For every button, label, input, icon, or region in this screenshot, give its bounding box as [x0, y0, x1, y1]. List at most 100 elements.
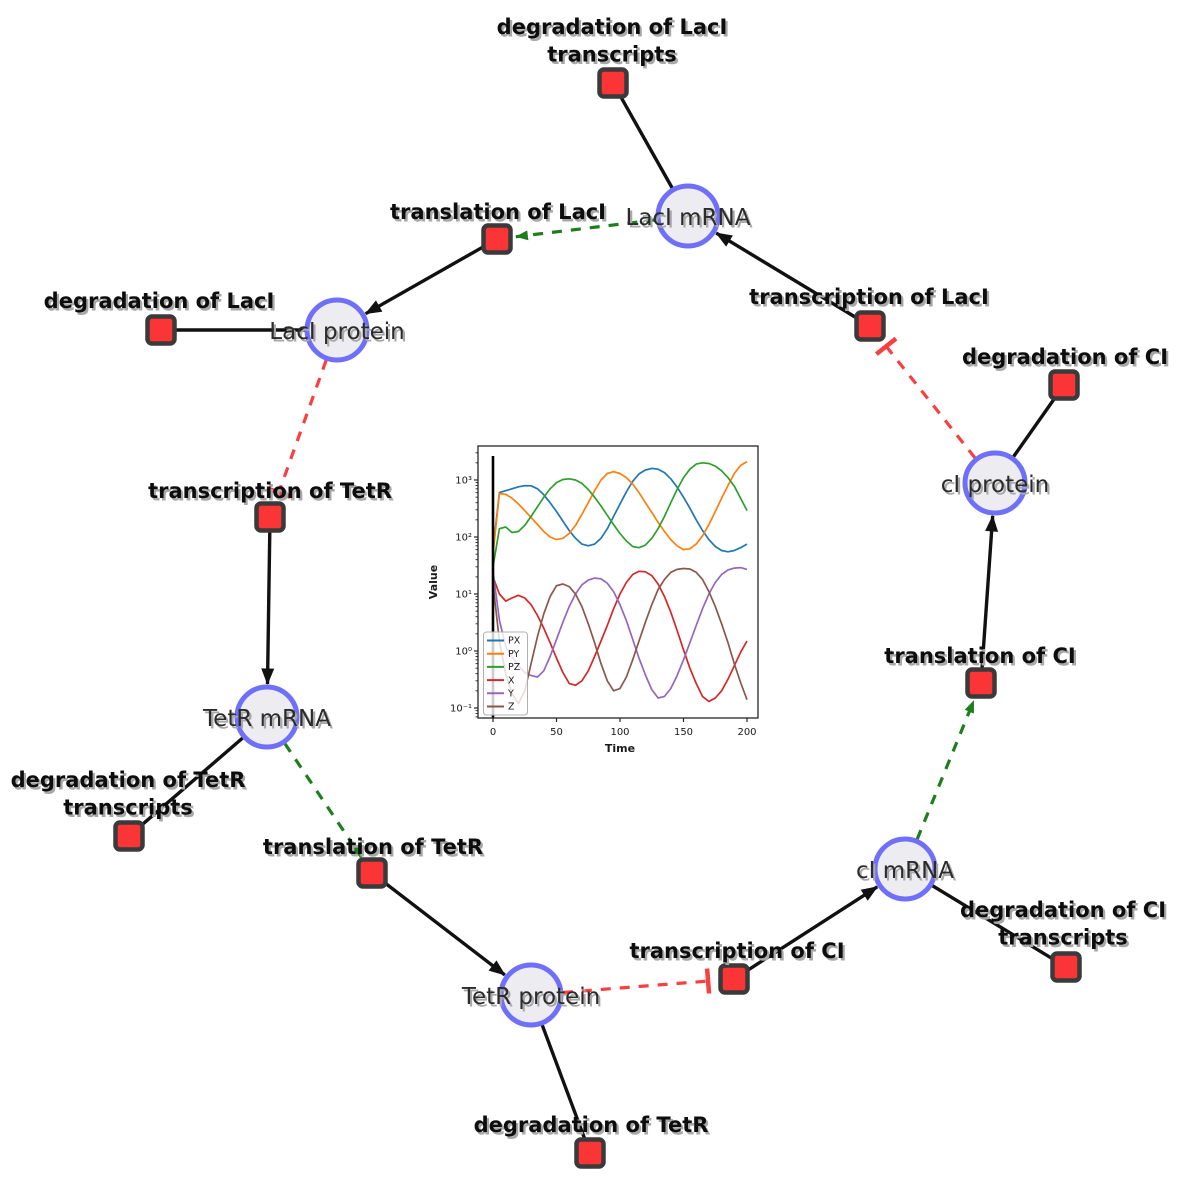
species-label-ci_mrna: cI mRNA — [856, 858, 954, 884]
chart-legend: PX PY PZ XYZ — [483, 631, 528, 716]
chart-xtick-label-1: 50 — [550, 727, 563, 738]
species-label-laci_mrna: LacI mRNA — [626, 205, 751, 231]
reaction-label-deg_ci_tx-line0: degradation of CI — [960, 898, 1166, 922]
reaction-label-deg_laci_tx-line0: degradation of LacI — [497, 15, 728, 39]
reaction-label-txn_ci-line0-shadow: transcription of CI — [632, 941, 847, 965]
reaction-node-deg_ci — [1048, 369, 1080, 401]
chart-legend-label-PX: PX — [508, 636, 521, 647]
chart-ytick-label-2: 10¹ — [455, 590, 472, 601]
species-label-tetr_protein-shadow: TetR protein — [463, 986, 602, 1012]
reaction-label-txn_tetr-line0-shadow: transcription of TetR — [150, 481, 394, 505]
reaction-label-deg_ci-line0-shadow: degradation of CI — [964, 347, 1170, 371]
species-label-ci_protein-shadow: cI protein — [943, 474, 1052, 500]
species-label-laci_protein-shadow: LacI protein — [271, 321, 406, 347]
reaction-label-txn_ci-line0: transcription of CI — [629, 939, 844, 963]
species-node-laci_protein — [304, 297, 370, 363]
reaction-node-transl_laci — [481, 223, 513, 255]
edge-reactant-tetr_protein-to-deg_tetr — [540, 1023, 587, 1140]
edges-layer — [139, 95, 1057, 1140]
edge-reactant-ci_mrna-to-deg_ci_tx — [930, 883, 1055, 961]
labels-layer: degradation of LacI degradation of LacI tr… — [11, 15, 1171, 1139]
edge-inhibition-laci_protein-to-txn_tetr — [266, 359, 328, 499]
reaction-label-txn_laci-line0-shadow: transcription of LacI — [751, 287, 991, 311]
edge-product-txn_laci-to-laci_mrna — [715, 231, 859, 320]
reaction-label-txn_tetr-line0: transcription of TetR — [148, 479, 392, 503]
inset-timecourse-chart: 0 50 100 150 20010⁻¹10⁰10¹10²10³TimeValuePXP… — [427, 445, 759, 755]
reaction-node-deg_tetr_tx — [113, 820, 145, 852]
species-label-tetr_mrna-shadow: TetR mRNA — [204, 708, 333, 734]
species-node-tetr_mrna — [234, 684, 300, 750]
edge-product-txn_ci-to-ci_mrna — [745, 885, 879, 973]
chart-ytick-label-3: 10² — [455, 533, 472, 544]
reaction-label-transl_tetr-line0-shadow: translation of TetR — [265, 837, 485, 861]
reaction-label-transl_ci-line0: translation of CI — [884, 644, 1075, 668]
chart-xtick-label-4: 200 — [737, 727, 756, 738]
chart-legend-label-Z: Z — [508, 702, 515, 713]
chart-ytick-label-4: 10³ — [455, 476, 472, 487]
edge-product-txn_tetr-to-tetr_mrna — [261, 531, 275, 686]
chart-ytick-label-0: 10⁻¹ — [450, 704, 472, 715]
reaction-label-deg_tetr-line0: degradation of TetR — [474, 1113, 709, 1137]
edge-activation-ci_mrna-to-transl_ci — [915, 699, 976, 840]
species-node-ci_protein — [962, 450, 1028, 516]
reaction-label-transl_laci-line0-shadow: translation of LacI — [392, 202, 608, 226]
edge-activation-laci_mrna-to-transl_laci — [515, 218, 657, 241]
species-node-laci_mrna — [655, 183, 721, 249]
edge-product-transl_laci-to-laci_protein — [364, 244, 485, 316]
reaction-label-deg_ci_tx-line0-shadow: degradation of CI — [962, 900, 1168, 924]
reaction-label-transl_laci-line0: translation of LacI — [390, 200, 606, 224]
chart-legend-label-PZ: PZ — [508, 662, 521, 673]
reaction-node-deg_ci_tx — [1050, 951, 1082, 983]
reaction-label-deg_ci_tx-line1-shadow: transcripts — [1000, 928, 1130, 952]
chart-series-X — [492, 570, 748, 703]
nodes-layer — [113, 67, 1082, 1169]
chart-xtick-label-0: 0 — [490, 727, 496, 738]
edge-product-transl_ci-to-ci_protein — [980, 514, 999, 669]
species-label-laci_protein: LacI protein — [269, 319, 404, 345]
chart-xtick-label-3: 150 — [674, 727, 693, 738]
chart-series-Y — [492, 566, 748, 699]
chart-xlabel: Time — [605, 742, 635, 755]
reaction-label-deg_laci_tx-line1-shadow: transcripts — [549, 45, 679, 69]
chart-legend-label-PY: PY — [508, 649, 520, 660]
edge-inhibition-ci_protein-to-txn_laci — [875, 336, 977, 459]
reaction-node-deg_tetr — [574, 1137, 606, 1169]
chart-series-Z — [492, 567, 748, 705]
reaction-node-txn_laci — [854, 310, 886, 342]
chart-legend-label-X: X — [508, 675, 515, 686]
reaction-label-transl_ci-line0-shadow: translation of CI — [886, 646, 1077, 670]
reaction-node-transl_tetr — [356, 857, 388, 889]
reaction-node-txn_tetr — [254, 501, 286, 533]
reaction-label-deg_laci_tx-line0-shadow: degradation of LacI — [499, 17, 730, 41]
chart-series-PZ — [492, 461, 748, 567]
reaction-label-deg_laci_tx-line1: transcripts — [547, 43, 677, 67]
species-label-tetr_mrna: TetR mRNA — [202, 706, 331, 732]
reaction-label-deg_tetr_tx-line0-shadow: degradation of TetR — [13, 770, 248, 794]
reaction-label-transl_tetr-line0: translation of TetR — [263, 835, 483, 859]
reaction-node-deg_laci — [145, 314, 177, 346]
species-node-tetr_protein — [498, 962, 564, 1028]
reaction-node-transl_ci — [965, 667, 997, 699]
species-label-laci_mrna-shadow: LacI mRNA — [628, 207, 753, 233]
chart-legend-label-Y: Y — [507, 689, 514, 700]
reaction-label-deg_tetr_tx-line0: degradation of TetR — [11, 768, 246, 792]
edge-reactant-ci_protein-to-deg_ci — [1011, 396, 1057, 459]
chart-axes-frame — [477, 445, 759, 719]
edge-reactant-tetr_mrna-to-deg_tetr_tx — [139, 735, 245, 828]
reaction-label-txn_laci-line0: transcription of LacI — [749, 285, 989, 309]
reaction-node-txn_ci — [718, 963, 750, 995]
reaction-label-deg_laci-line0-shadow: degradation of LacI — [46, 291, 277, 315]
reaction-label-deg_tetr_tx-line1-shadow: transcripts — [65, 798, 195, 822]
species-node-ci_mrna — [872, 836, 938, 902]
reaction-label-deg_laci-line0: degradation of LacI — [44, 289, 275, 313]
chart-ytick-label-1: 10⁰ — [455, 647, 472, 658]
reaction-node-deg_laci_tx — [597, 67, 629, 99]
chart-ylabel: Value — [427, 565, 440, 599]
reaction-label-deg_ci_tx-line1: transcripts — [998, 926, 1128, 950]
species-label-tetr_protein: TetR protein — [461, 984, 600, 1010]
reaction-label-deg_tetr_tx-line1: transcripts — [63, 796, 193, 820]
edge-activation-tetr_mrna-to-transl_tetr — [283, 742, 363, 859]
chart-series-PX — [492, 467, 748, 553]
edge-inhibition-tetr_protein-to-txn_ci — [562, 968, 712, 995]
